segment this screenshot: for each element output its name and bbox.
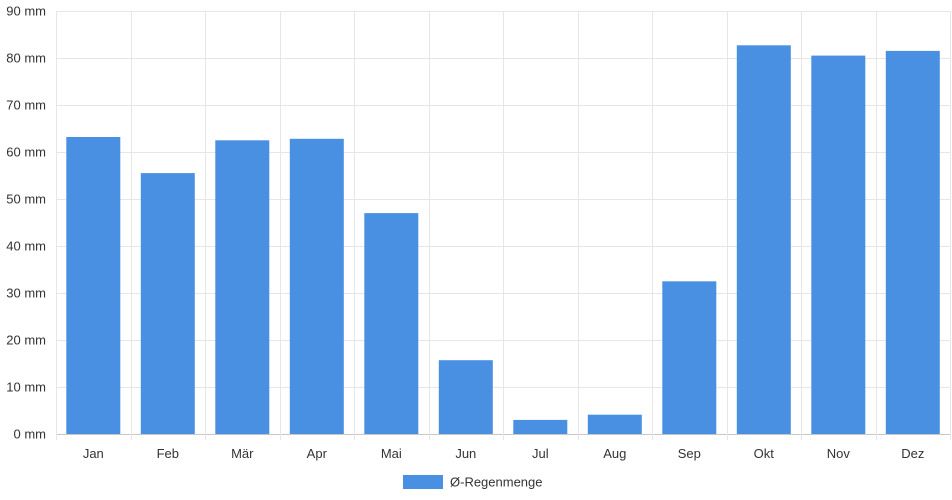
x-tick-label: Feb [157,446,179,461]
bar-Jul[interactable] [513,419,568,434]
x-tick-label: Aug [603,446,626,461]
y-tick-label: 40 mm [6,239,46,254]
y-tick-label: 80 mm [6,51,46,66]
y-tick-label: 10 mm [6,380,46,395]
x-tick-label: Mär [231,446,254,461]
x-tick-label: Nov [827,446,851,461]
x-tick-label: Mai [381,446,402,461]
y-tick-label: 50 mm [6,192,46,207]
y-tick-label: 0 mm [14,427,47,442]
x-tick-label: Jun [455,446,476,461]
legend-label[interactable]: Ø-Regenmenge [450,475,543,490]
y-tick-label: 30 mm [6,286,46,301]
bar-Dez[interactable] [885,50,940,435]
bar-Jun[interactable] [438,360,493,434]
grid-lines [56,11,951,440]
bar-Nov[interactable] [811,55,866,434]
axes: 0 mm 10 mm 20 mm 30 mm 40 mm 50 mm 60 mm 70 mm 8… [6,4,924,462]
bar-Jan[interactable] [66,137,121,434]
x-tick-label: Sep [678,446,701,461]
bar-Aug[interactable] [587,414,642,434]
bar-Apr[interactable] [289,138,344,435]
x-tick-label: Apr [307,446,328,461]
bar-Feb[interactable] [140,173,195,434]
bar-Okt[interactable] [736,45,791,435]
y-tick-label: 90 mm [6,4,46,19]
bar-series [66,45,940,435]
legend[interactable]: Ø-Regenmenge [403,475,543,490]
y-tick-label: 20 mm [6,333,46,348]
bar-Mär[interactable] [215,140,270,435]
x-tick-label: Jul [532,446,549,461]
y-tick-label: 70 mm [6,98,46,113]
y-tick-label: 60 mm [6,145,46,160]
legend-swatch[interactable] [403,475,443,489]
x-tick-label: Jan [83,446,104,461]
bar-Sep[interactable] [662,281,717,435]
x-tick-label: Dez [901,446,924,461]
bar-Mai[interactable] [364,213,419,434]
x-tick-label: Okt [754,446,775,461]
